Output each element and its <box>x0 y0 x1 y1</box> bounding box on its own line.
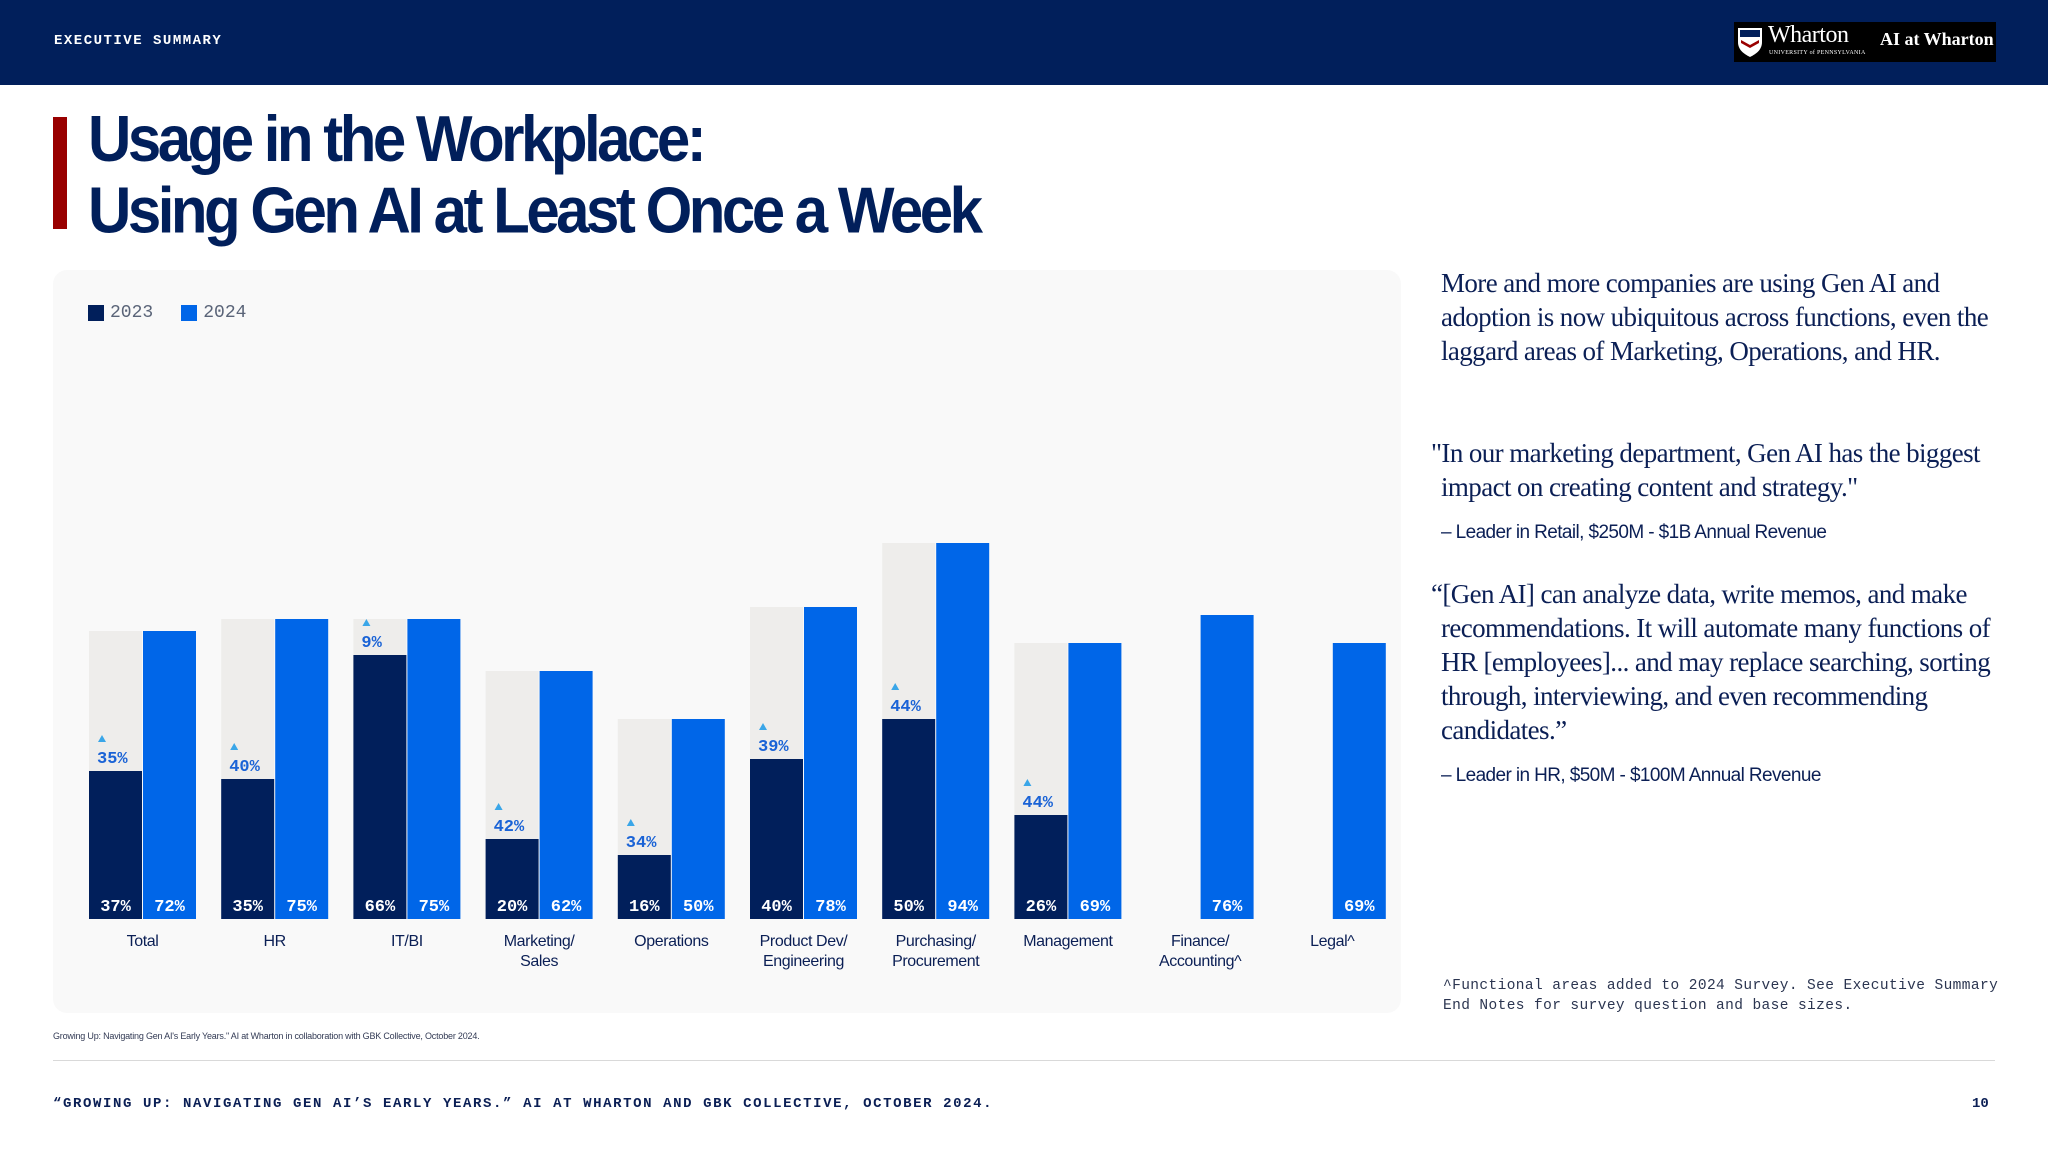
bar-2023-marketing-sales <box>485 839 539 919</box>
category-label-total: Total <box>127 933 159 950</box>
quote-attribution-retail: – Leader in Retail, $250M - $1B Annual R… <box>1441 522 1827 543</box>
value-label-2023-hr: 35% <box>232 898 263 917</box>
title-accent-bar <box>53 117 67 229</box>
value-label-2024-total: 72% <box>154 898 185 917</box>
quote-attribution-hr: – Leader in HR, $50M - $100M Annual Reve… <box>1441 765 1821 786</box>
section-label: EXECUTIVE SUMMARY <box>54 33 223 49</box>
category-label-management: Management <box>1023 933 1113 950</box>
chart-legend: 2023 2024 <box>88 303 246 323</box>
page-title: Usage in the Workplace: Using Gen AI at … <box>88 102 983 247</box>
change-arrow-operations <box>626 819 635 826</box>
quote-marketing: "In our marketing department, Gen AI has… <box>1431 438 1981 502</box>
legend-swatch-2023 <box>88 305 104 321</box>
bar-2023-management <box>1014 815 1068 919</box>
change-arrow-management <box>1023 779 1032 786</box>
change-label-total: 35% <box>97 750 128 769</box>
category-label-finance-accounting-line2: Accounting^ <box>1159 953 1242 970</box>
bar-2024-finance-accounting <box>1200 615 1254 919</box>
title-line-2: Using Gen AI at Least Once a Week <box>88 174 983 247</box>
logo-label: AI at Wharton <box>1880 29 1994 49</box>
bar-2024-product-dev-engineering <box>804 607 857 919</box>
change-arrow-purchasing-procurement <box>891 683 900 690</box>
top-banner <box>0 0 2048 85</box>
value-label-2023-purchasing-procurement: 50% <box>893 898 924 917</box>
category-label-it-bi: IT/BI <box>391 933 423 950</box>
category-label-legal: Legal^ <box>1310 933 1355 950</box>
category-label-purchasing-procurement: Purchasing/ <box>896 933 977 950</box>
value-label-2023-marketing-sales: 20% <box>497 898 528 917</box>
value-label-2023-operations: 16% <box>629 898 660 917</box>
value-label-2024-hr: 75% <box>286 898 317 917</box>
wharton-logo: Wharton UNIVERSITY of PENNSYLVANIA AI at… <box>1734 22 1996 62</box>
value-label-2023-total: 37% <box>100 898 131 917</box>
value-label-2024-legal: 69% <box>1344 898 1375 917</box>
value-label-2024-purchasing-procurement: 94% <box>947 898 978 917</box>
chart-footnote: ^Functional areas added to 2024 Survey. … <box>1443 978 1999 1014</box>
footer-citation: “GROWING UP: NAVIGATING GEN AI’S EARLY Y… <box>53 1096 994 1112</box>
logo-subtitle: UNIVERSITY of PENNSYLVANIA <box>1769 50 1866 56</box>
bar-2024-purchasing-procurement <box>936 543 990 919</box>
value-label-2024-management: 69% <box>1080 898 1111 917</box>
category-label-marketing-sales-line2: Sales <box>520 953 558 970</box>
change-arrow-it-bi <box>362 619 371 626</box>
change-label-marketing-sales: 42% <box>494 818 525 837</box>
change-label-operations: 34% <box>626 834 657 853</box>
bar-2023-product-dev-engineering <box>750 759 803 919</box>
legend-label-2024: 2024 <box>203 303 247 323</box>
category-label-hr: HR <box>264 933 286 950</box>
category-label-operations: Operations <box>634 933 709 950</box>
value-label-2023-management: 26% <box>1026 898 1057 917</box>
bar-2024-management <box>1068 643 1122 919</box>
change-arrow-marketing-sales <box>494 803 503 810</box>
bar-2023-total <box>89 771 142 919</box>
bar-2024-operations <box>671 719 725 919</box>
bar-2024-hr <box>275 619 329 919</box>
bar-2024-marketing-sales <box>539 671 593 919</box>
change-label-purchasing-procurement: 44% <box>890 698 921 717</box>
value-label-2024-it-bi: 75% <box>419 898 450 917</box>
change-arrow-total <box>98 735 106 742</box>
category-label-purchasing-procurement-line2: Procurement <box>892 953 980 970</box>
bar-2023-it-bi <box>353 655 407 919</box>
value-label-2024-marketing-sales: 62% <box>551 898 582 917</box>
bar-2023-purchasing-procurement <box>882 719 936 919</box>
value-label-2024-finance-accounting: 76% <box>1212 898 1243 917</box>
legend-item-2024: 2024 <box>181 303 246 323</box>
change-label-product-dev-engineering: 39% <box>758 738 789 757</box>
footer-divider <box>53 1060 1995 1061</box>
value-label-2024-operations: 50% <box>683 898 714 917</box>
summary-paragraph: More and more companies are using Gen AI… <box>1441 268 1989 366</box>
value-label-2023-product-dev-engineering: 40% <box>761 898 792 917</box>
value-label-2024-product-dev-engineering: 78% <box>815 898 846 917</box>
value-label-2023-it-bi: 66% <box>365 898 396 917</box>
legend-item-2023: 2023 <box>88 303 153 323</box>
legend-swatch-2024 <box>181 305 198 321</box>
change-arrow-hr <box>230 743 239 750</box>
change-arrow-product-dev-engineering <box>759 723 767 730</box>
bar-2024-legal <box>1332 643 1386 919</box>
bar-2024-total <box>143 631 196 919</box>
bar-2023-hr <box>221 779 275 919</box>
penn-shield-icon <box>1738 28 1762 57</box>
title-line-1: Usage in the Workplace: <box>88 102 707 176</box>
chart-source-note: Growing Up: Navigating Gen AI's Early Ye… <box>53 1031 480 1041</box>
category-label-product-dev-engineering: Product Dev/ <box>760 933 849 950</box>
category-label-finance-accounting: Finance/ <box>1171 933 1230 950</box>
change-label-management: 44% <box>1022 794 1053 813</box>
logo-wordmark: Wharton <box>1768 22 1849 48</box>
bar-2024-it-bi <box>407 619 461 919</box>
category-label-product-dev-engineering-line2: Engineering <box>763 953 844 970</box>
bar-2023-operations <box>617 855 671 919</box>
change-label-it-bi: 9% <box>361 634 382 653</box>
category-label-marketing-sales: Marketing/ <box>504 933 576 950</box>
quote-hr: “[Gen AI] can analyze data, write memos,… <box>1431 579 1991 745</box>
legend-label-2023: 2023 <box>110 303 154 323</box>
change-label-hr: 40% <box>229 758 260 777</box>
page-number: 10 <box>1972 1096 1989 1112</box>
